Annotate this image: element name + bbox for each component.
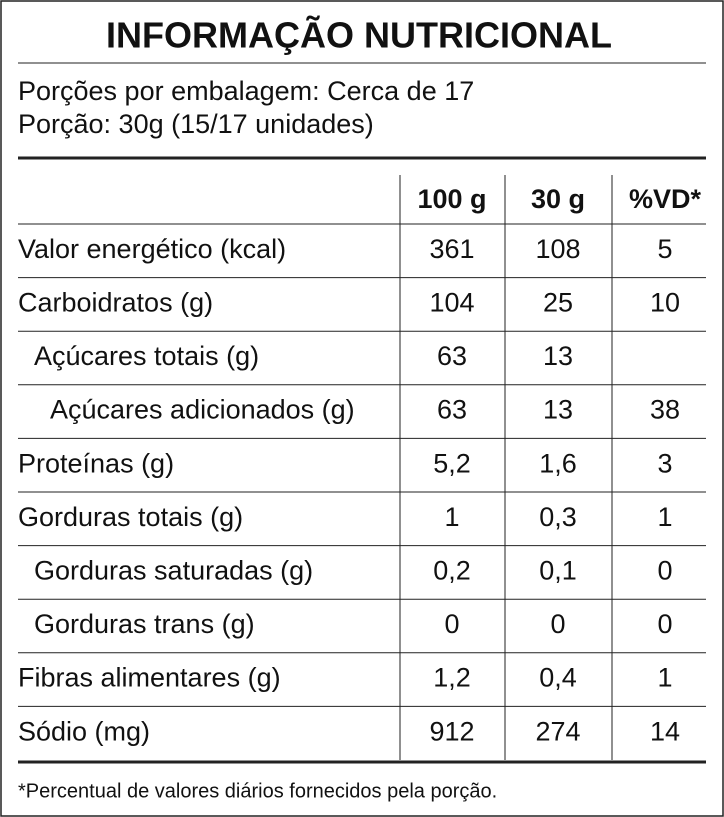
row-value: 912 — [429, 716, 474, 746]
row-value: 63 — [437, 395, 467, 425]
column-header: 100 g — [417, 184, 486, 214]
row-value: 10 — [650, 288, 680, 318]
row-value: 361 — [429, 234, 474, 264]
servings-per-pack: Porções por embalagem: Cerca de 17 — [18, 76, 474, 106]
row-value: 274 — [535, 716, 580, 746]
row-value: 0 — [657, 609, 672, 639]
row-value: 1 — [444, 502, 459, 532]
row-label: Gorduras trans (g) — [34, 609, 255, 639]
row-value: 13 — [543, 395, 573, 425]
serving-size: Porção: 30g (15/17 unidades) — [18, 109, 374, 139]
title: INFORMAÇÃO NUTRICIONAL — [106, 14, 612, 56]
row-value: 1 — [657, 502, 672, 532]
row-value: 3 — [657, 448, 672, 478]
row-value: 104 — [429, 288, 474, 318]
row-label: Gorduras totais (g) — [18, 502, 243, 532]
row-label: Valor energético (kcal) — [18, 234, 286, 264]
column-header: 30 g — [531, 184, 585, 214]
row-label: Açúcares totais (g) — [34, 341, 259, 371]
row-label: Gorduras saturadas (g) — [34, 556, 313, 586]
row-label: Proteínas (g) — [18, 448, 174, 478]
row-value: 25 — [543, 288, 573, 318]
row-value: 0,3 — [539, 502, 577, 532]
row-value: 13 — [543, 341, 573, 371]
row-value: 0 — [444, 609, 459, 639]
row-value: 0 — [550, 609, 565, 639]
row-value: 14 — [650, 716, 680, 746]
row-value: 5 — [657, 234, 672, 264]
row-value: 0 — [657, 556, 672, 586]
row-value: 1,6 — [539, 448, 577, 478]
row-label: Fibras alimentares (g) — [18, 663, 281, 693]
row-value: 1,2 — [433, 663, 471, 693]
row-value: 1 — [657, 663, 672, 693]
row-value: 38 — [650, 395, 680, 425]
row-value: 5,2 — [433, 448, 471, 478]
row-value: 108 — [535, 234, 580, 264]
row-value: 0,2 — [433, 556, 471, 586]
row-label: Carboidratos (g) — [18, 288, 213, 318]
column-header: %VD* — [629, 184, 702, 214]
row-value: 0,4 — [539, 663, 577, 693]
row-value: 63 — [437, 341, 467, 371]
row-value: 0,1 — [539, 556, 577, 586]
row-label: Sódio (mg) — [18, 716, 150, 746]
footnote: *Percentual de valores diários fornecido… — [18, 780, 497, 802]
row-label: Açúcares adicionados (g) — [50, 395, 355, 425]
